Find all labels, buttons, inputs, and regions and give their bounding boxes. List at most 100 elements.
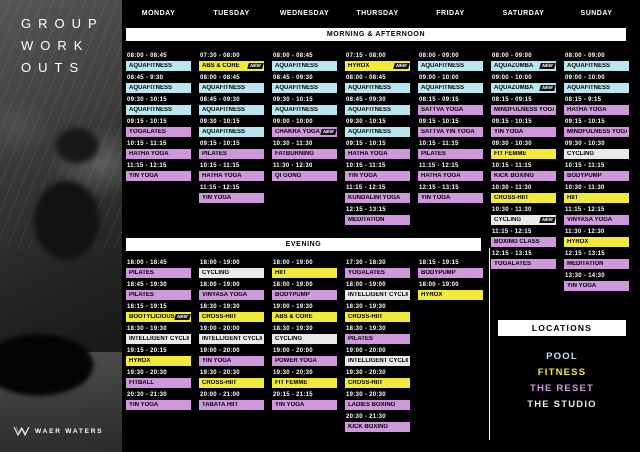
class-entry: 10:15 - 11:15 BODYPUMP [564, 162, 629, 181]
class-name-bar: FIT FEMME [272, 378, 337, 388]
class-time: 19:00 - 20:00 [273, 348, 313, 354]
class-entry: 18:00 - 19:00 BODYPUMP [272, 281, 337, 300]
locations-title: LOCATIONS [498, 320, 626, 336]
class-name: CHAKRA YOGA [275, 129, 321, 135]
class-name: FATBURNING [275, 151, 314, 157]
class-time: 12:15 - 13:15 [565, 251, 605, 257]
gym-photo [0, 0, 122, 452]
day-header: WEDNESDAY [279, 9, 330, 17]
class-name: AQUAFITNESS [202, 85, 246, 91]
day-column: 18:00 - 19:00 HIIT 18:00 - 19:00 BODYPUMP 19… [268, 259, 341, 435]
class-name-bar: AQUAZUMBA NEW [491, 61, 556, 71]
class-name-bar: CROSS-HIIT [345, 378, 410, 388]
class-name-bar: AQUAFITNESS [199, 83, 264, 93]
class-name: HATHA YOGA [567, 107, 607, 113]
class-time: 18:30 - 19:30 [346, 326, 386, 332]
morning-columns: 08:00 - 08:45 AQUAFITNESS 08:45 - 9:30 AQUA… [122, 52, 633, 294]
class-name: HATHA YOGA [129, 151, 169, 157]
class-time: 09:15 - 10:15 [565, 119, 605, 125]
class-name: AQUAFITNESS [275, 63, 319, 69]
class-name: VINYASA YOGA [202, 292, 248, 298]
class-entry: 19:30 - 20:30 FIT FEMME [272, 369, 337, 388]
class-name: YOGALATES [129, 129, 166, 135]
day-column: 08:00 - 09:00 AQUAFITNESS 09:00 - 10:00 AQU… [414, 52, 487, 294]
class-time: 10:30 - 11:30 [492, 207, 532, 213]
class-time: 09:00 - 10:00 [273, 119, 313, 125]
day-header-row: MONDAY TUESDAY WEDNESDAY THURSDAY FRIDAY SATU… [122, 0, 640, 26]
class-entry: 19:00 - 20:00 POWER YOGA [272, 347, 337, 366]
class-entry: 19:30 - 20:30 CROSS-HIIT [199, 369, 264, 388]
day-column: 08:00 - 09:00 AQUAFITNESS 09:00 - 10:00 AQU… [560, 52, 633, 294]
class-entry: 09:15 - 10:15 HATHA YOGA [345, 140, 410, 159]
class-entry: 11:15 - 12:15 BOXING CLASS [491, 228, 556, 247]
class-time: 19:15 - 20:15 [127, 348, 167, 354]
class-time: 18:45 - 19:30 [127, 282, 167, 288]
class-time: 09:30 - 10:15 [346, 119, 386, 125]
class-name-bar: AQUAZUMBA NEW [491, 83, 556, 93]
class-name-bar: KUNDALINI YOGA [345, 193, 410, 203]
class-name: HIIT [275, 270, 287, 276]
day-header: MONDAY [141, 9, 176, 17]
class-name: BODYPUMP [421, 270, 456, 276]
class-name: BODYPUMP [567, 173, 602, 179]
class-name: PILATES [348, 336, 373, 342]
class-name-bar: CHAKRA YOGA NEW [272, 127, 337, 137]
class-entry: 19:15 - 20:15 HYROX [126, 347, 191, 366]
class-time: 18:00 - 19:00 [200, 282, 240, 288]
class-name: INTELLIGENT CYCLING [129, 336, 189, 342]
class-time: 08:45 - 9:30 [127, 75, 164, 81]
class-entry: 18:15 - 19:15 BOOTYLICIOUS NEW [126, 303, 191, 322]
class-time: 13:30 - 14:30 [565, 273, 605, 279]
class-name: YOGALATES [494, 261, 531, 267]
class-time: 10:15 - 11:15 [565, 163, 605, 169]
class-name-bar: BODYPUMP [564, 171, 629, 181]
class-name: PILATES [202, 151, 227, 157]
class-entry: 10:30 - 11:30 CYCLING NEW [491, 206, 556, 225]
class-name-bar: AQUAFITNESS [564, 83, 629, 93]
class-name-bar: BOOTYLICIOUS NEW [126, 312, 191, 322]
class-entry: 08:15 - 9:15 HATHA YOGA [564, 96, 629, 115]
class-name-bar: YIN YOGA [199, 356, 264, 366]
class-entry: 10:30 - 11:30 CROSS-HIIT [491, 184, 556, 203]
class-entry: 20:30 - 21:30 KICK BOXING [345, 413, 410, 432]
class-entry: 09:15 - 10:15 MINDFULNESS YOGA [564, 118, 629, 137]
class-time: 08:15 - 09:15 [492, 97, 532, 103]
class-time: 11:15 - 12:15 [419, 163, 459, 169]
class-time: 20:15 - 21:15 [273, 392, 313, 398]
class-entry: 19:30 - 20:30 FITBALL [126, 369, 191, 388]
class-entry: 08:15 - 09:15 MINDFULNESS YOGA [491, 96, 556, 115]
class-entry: 19:00 - 20:00 INTELLIGENT CYCLING [199, 325, 264, 344]
class-name: AQUAFITNESS [421, 85, 465, 91]
class-time: 19:00 - 20:00 [346, 348, 386, 354]
class-name-bar: PILATES [199, 149, 264, 159]
class-entry: 11:30 - 12:30 HYROX [564, 228, 629, 247]
class-entry: 09:00 - 10:00 CHAKRA YOGA NEW [272, 118, 337, 137]
class-name-bar: YIN YOGA [491, 127, 556, 137]
class-time: 09:30 - 10:15 [127, 97, 167, 103]
sled-art [0, 320, 110, 410]
location-item: THE RESET [529, 383, 595, 394]
class-name-bar: HYROX NEW [345, 61, 410, 71]
class-entry: 18:30 - 19:30 CROSS-HIIT [199, 303, 264, 322]
new-badge: NEW [538, 85, 555, 91]
class-time: 18:00 - 18:45 [127, 260, 167, 266]
class-name-bar: YOGALATES [491, 259, 556, 269]
class-entry: 10:30 - 11:30 FATBURNING [272, 140, 337, 159]
class-time: 20:30 - 21:30 [346, 414, 386, 420]
class-name-bar: CROSS-HIIT [199, 312, 264, 322]
class-time: 20:00 - 21:00 [200, 392, 240, 398]
new-badge: NEW [392, 63, 409, 69]
class-time: 07:15 - 08:00 [346, 53, 386, 59]
class-name: YIN YOGA [494, 129, 524, 135]
class-name: KUNDALINI YOGA [348, 195, 401, 201]
class-time: 12:15 - 13:15 [419, 185, 459, 191]
class-name: AQUAFITNESS [129, 107, 173, 113]
class-name: HIIT [567, 195, 579, 201]
class-name: AQUAFITNESS [348, 107, 392, 113]
class-name-bar: MEDITATION [345, 215, 410, 225]
class-entry: 09:15 - 10:15 YIN YOGA [491, 118, 556, 137]
class-name-bar: FIT FEMME [491, 149, 556, 159]
class-time: 09:15 - 10:15 [346, 141, 386, 147]
class-time: 09:15 - 10:15 [200, 141, 240, 147]
class-time: 08:00 - 08:45 [273, 53, 313, 59]
